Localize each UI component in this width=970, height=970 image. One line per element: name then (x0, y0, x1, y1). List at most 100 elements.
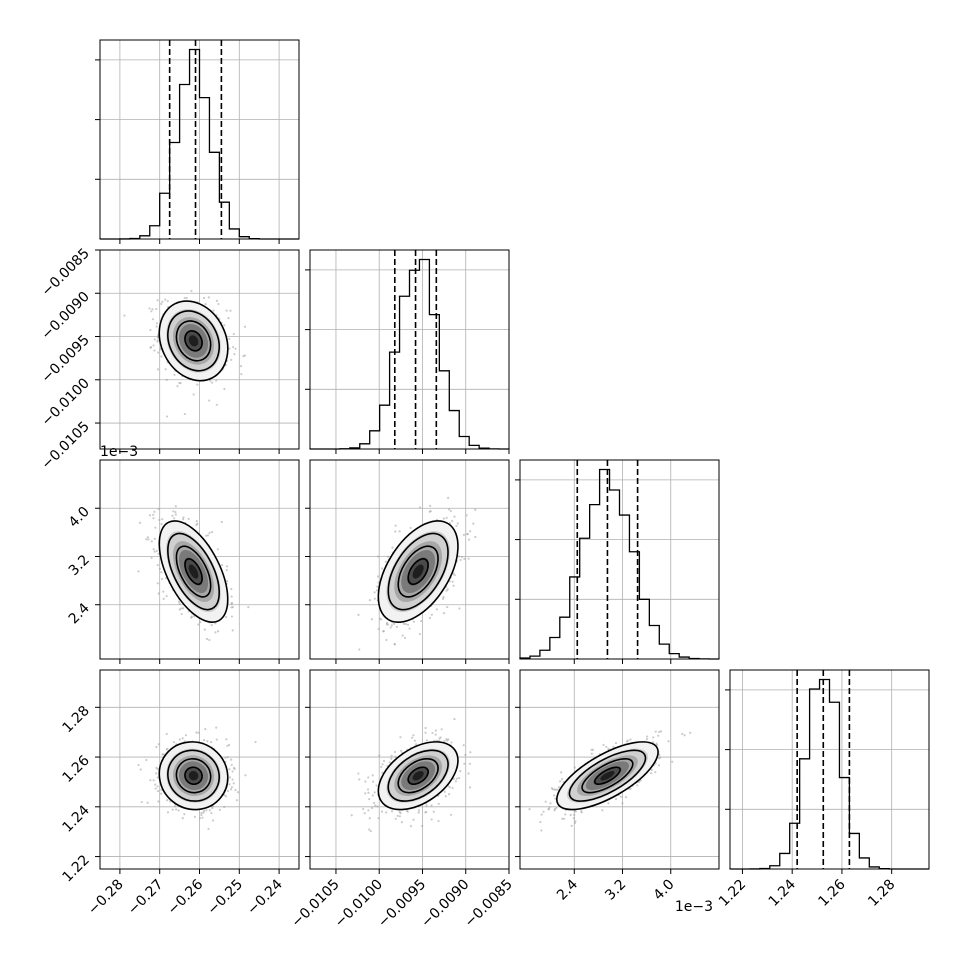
sample-point (612, 745, 615, 748)
contour-line (158, 520, 229, 624)
sample-point (155, 549, 158, 552)
sample-point (177, 809, 180, 812)
sample-point (449, 813, 453, 816)
sample-point (390, 810, 394, 813)
sample-point (400, 821, 404, 824)
sample-point (205, 534, 208, 537)
sample-point (450, 741, 453, 744)
sample-point (430, 613, 433, 616)
sample-point (386, 555, 390, 558)
sample-point (145, 758, 148, 762)
sample-point (590, 752, 593, 755)
sample-point (178, 608, 181, 611)
sample-point (177, 600, 181, 603)
sample-point (202, 296, 206, 300)
sample-point (373, 597, 376, 600)
sample-point (152, 548, 155, 551)
sample-point (350, 814, 353, 817)
sample-point (199, 620, 202, 624)
sample-point (162, 590, 165, 593)
sample-point (409, 526, 412, 530)
sample-point (210, 381, 214, 384)
sample-point (242, 355, 245, 358)
sample-point (211, 530, 214, 534)
sample-point (215, 726, 218, 729)
sample-point (671, 760, 674, 763)
sample-point (385, 621, 389, 624)
sample-point (559, 780, 562, 783)
sample-point (654, 730, 657, 733)
sample-point (229, 309, 232, 312)
sample-point (417, 811, 420, 814)
sample-point (139, 768, 142, 771)
sample-point (234, 788, 237, 792)
sample-point (160, 577, 164, 581)
sample-point (554, 797, 557, 800)
sample-point (254, 740, 257, 744)
histogram-step (519, 468, 720, 660)
sample-point (540, 813, 543, 816)
sample-point (394, 530, 397, 533)
sample-point (369, 829, 372, 833)
sample-point (636, 784, 639, 787)
sample-point (447, 508, 451, 511)
x-tick-label: −0.25 (204, 877, 246, 919)
sample-point (206, 740, 209, 743)
sample-point (385, 811, 388, 814)
sample-point (153, 550, 156, 553)
sample-point (157, 592, 160, 595)
sample-point (469, 751, 472, 754)
sample-point (161, 518, 164, 521)
sample-point (147, 538, 150, 541)
sample-point (223, 793, 226, 797)
sample-point (152, 517, 155, 520)
sample-point (375, 784, 378, 787)
sample-point (234, 347, 237, 350)
density-fill (412, 770, 424, 781)
sample-point (364, 780, 367, 783)
x-tick-label: 1.26 (815, 876, 848, 909)
x-tick-label: −0.28 (85, 877, 127, 919)
sample-point (453, 515, 456, 518)
sample-point (363, 812, 366, 815)
sample-point (178, 381, 181, 385)
sample-point (539, 820, 542, 824)
sample-point (457, 555, 461, 558)
sample-point (390, 754, 393, 757)
sample-point (463, 557, 466, 560)
sample-point (152, 779, 155, 782)
x-tick-label: −0.24 (244, 876, 286, 918)
sample-point (137, 570, 140, 573)
sample-point (657, 764, 661, 767)
sample-point (637, 780, 641, 784)
sample-point (153, 349, 156, 352)
sample-point (429, 504, 432, 507)
sample-point (357, 613, 360, 616)
panel-frame (519, 459, 720, 660)
sample-point (244, 774, 247, 777)
sample-point (162, 753, 165, 756)
sample-point (239, 365, 243, 368)
sample-point (123, 314, 126, 317)
contour-line (387, 749, 449, 802)
sample-point (659, 730, 663, 733)
sample-point (552, 794, 556, 797)
sample-point (149, 328, 152, 332)
sample-point (453, 573, 456, 577)
sample-point (557, 786, 561, 789)
sample-point (394, 524, 397, 527)
scatter-panel (99, 669, 300, 870)
sample-point (154, 526, 157, 529)
contour-line (184, 766, 203, 785)
sample-point (230, 758, 233, 761)
sample-point (152, 344, 155, 347)
contour-line (568, 749, 647, 802)
sample-point (216, 548, 219, 551)
histogram-panel (725, 669, 930, 870)
sample-point (382, 759, 386, 763)
sample-point (381, 771, 384, 774)
sample-point (453, 717, 456, 721)
sample-point (650, 772, 653, 775)
contour-line (158, 741, 229, 811)
scatter-panel (309, 669, 510, 870)
